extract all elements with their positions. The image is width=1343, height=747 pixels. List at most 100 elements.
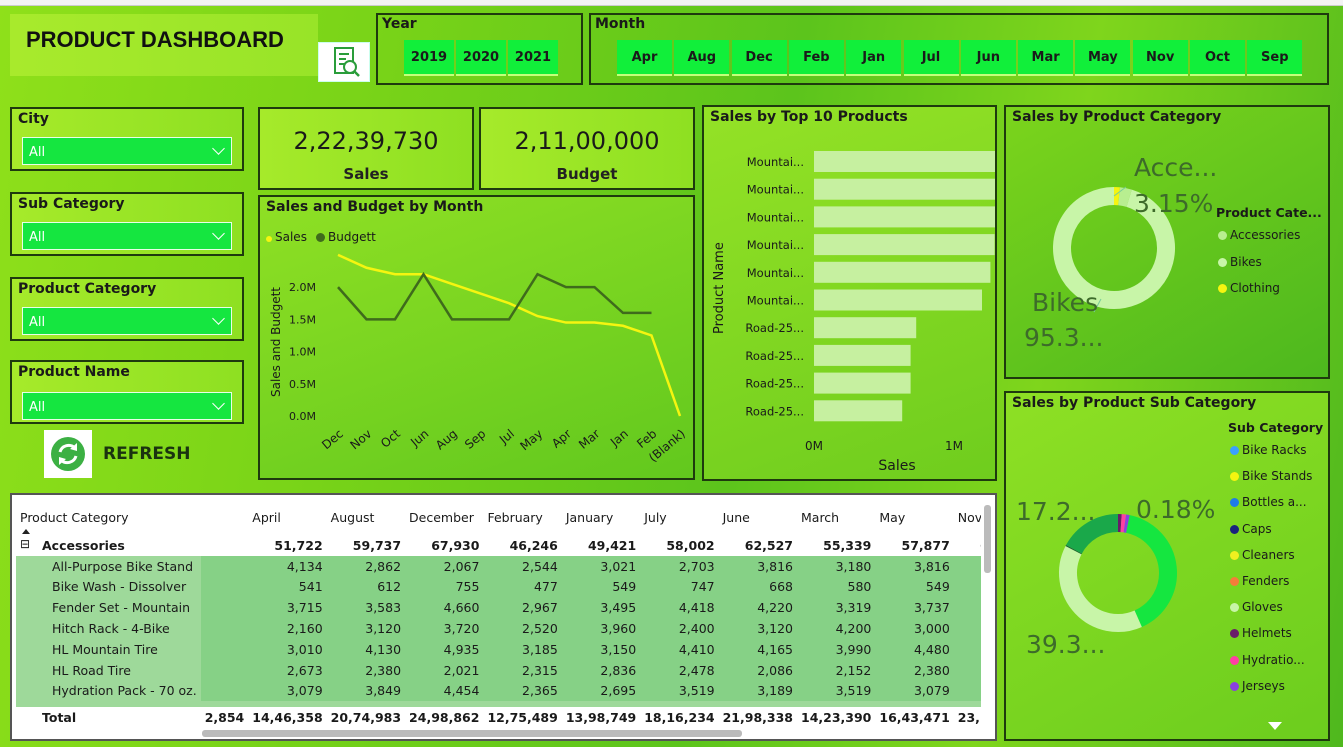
subcategory-dropdown[interactable]: All: [22, 222, 232, 250]
matrix-horizontal-scrollbar[interactable]: [202, 730, 742, 737]
matrix-cell: 2,086: [718, 659, 797, 681]
legend-accessories-label: Accessories: [1230, 228, 1301, 242]
leader-line: [1113, 186, 1127, 197]
clothing-legend-dot: [1218, 284, 1227, 293]
sales-kpi-value: 2,22,39,730: [293, 127, 439, 155]
donut-slice[interactable]: [1117, 187, 1132, 207]
legend-item-subcategory[interactable]: Fenders: [1230, 574, 1289, 588]
legend-item-subcategory[interactable]: Bottles a...: [1230, 495, 1307, 509]
matrix-cell: 51,722: [248, 535, 327, 556]
matrix-cell: 16,43,471: [875, 707, 954, 729]
matrix-column-header[interactable]: August: [330, 509, 375, 525]
bar[interactable]: [814, 317, 917, 339]
collapse-icon[interactable]: ⊟: [20, 537, 31, 551]
legend-dot: [1230, 681, 1239, 691]
chevron-down-icon: [212, 397, 225, 410]
matrix-column-header[interactable]: January: [565, 509, 614, 525]
bar[interactable]: [814, 178, 995, 200]
donut-slice[interactable]: [1053, 187, 1175, 309]
legend-scroll-down-icon[interactable]: [1268, 722, 1282, 730]
month-button-oct[interactable]: Oct: [1190, 40, 1245, 76]
legend-accessories[interactable]: Accessories: [1218, 228, 1300, 242]
legend-item-subcategory[interactable]: Bike Stands: [1230, 469, 1312, 483]
matrix-cell: 541: [248, 576, 327, 598]
month-button-sep[interactable]: Sep: [1247, 40, 1303, 76]
matrix-cell: 7: [953, 576, 981, 598]
legend-clothing[interactable]: Clothing: [1218, 281, 1280, 295]
year-2021-button[interactable]: 2021: [508, 40, 558, 76]
bar[interactable]: [814, 151, 995, 172]
matrix-cell: 4,130: [326, 638, 406, 660]
matrix-row-header[interactable]: Product Category: [16, 499, 201, 535]
month-button-apr[interactable]: Apr: [617, 40, 672, 76]
matrix-detail-row: Hydration Pack - 70 oz. 3,079 3,849 4,454 2,…: [16, 680, 981, 702]
legend-item-subcategory[interactable]: Gloves: [1230, 600, 1283, 614]
matrix-cell: 2,400: [640, 618, 719, 639]
matrix-row-label-text: HL Mountain Tire: [52, 641, 158, 657]
line-chart-title: Sales and Budget by Month: [266, 199, 484, 215]
matrix-cell: 3,6: [953, 555, 981, 577]
month-button-jan[interactable]: Jan: [846, 40, 902, 76]
bar[interactable]: [814, 289, 982, 311]
legend-item-subcategory[interactable]: Cleaners: [1230, 548, 1295, 562]
bar[interactable]: [814, 261, 991, 283]
legend-item-subcategory[interactable]: Caps: [1230, 522, 1272, 536]
product-category-dropdown[interactable]: All: [22, 307, 232, 335]
matrix-cell: 3,021: [561, 555, 641, 577]
matrix-cell: 2,836: [561, 659, 641, 681]
matrix-column-header[interactable]: July: [644, 509, 667, 525]
legend-bikes[interactable]: Bikes: [1218, 255, 1262, 269]
donut-slice[interactable]: [1066, 514, 1119, 554]
year-slicer: Year 2019 2020 2021: [376, 13, 583, 85]
x-tick-label: May: [517, 427, 545, 454]
product-name-dropdown[interactable]: All: [22, 392, 232, 420]
month-button-nov[interactable]: Nov: [1132, 40, 1188, 76]
month-button-may[interactable]: May: [1075, 40, 1131, 76]
matrix-column-header[interactable]: June: [722, 509, 750, 525]
matrix-vertical-scrollbar[interactable]: [984, 505, 991, 573]
x-tick-label: 0M: [805, 439, 823, 453]
sales-kpi-label: Sales: [343, 165, 389, 183]
bar[interactable]: [814, 206, 995, 228]
matrix-detail-row: Fender Set - Mountain 3,715 3,583 4,660 2,96…: [16, 597, 981, 619]
matrix-column-header[interactable]: December: [409, 509, 474, 525]
matrix-column-header[interactable]: February: [487, 509, 543, 525]
product-name-filter-label: Product Name: [18, 364, 130, 380]
bar[interactable]: [814, 372, 911, 394]
legend-item-subcategory[interactable]: Hydratio...: [1230, 653, 1305, 667]
year-2019-button[interactable]: 2019: [404, 40, 454, 76]
matrix-row-label: Total: [16, 707, 201, 729]
line-chart-plot: 0.0M 0.5M 1.0M 1.5M 2.0M Sales and Budgett Dec…: [269, 253, 688, 465]
month-button-dec[interactable]: Dec: [731, 40, 787, 76]
matrix-detail-row: HL Mountain Tire 3,010 4,130 4,935 3,185 3,15…: [16, 638, 981, 660]
year-2020-button[interactable]: 2020: [456, 40, 506, 76]
city-dropdown[interactable]: All: [22, 137, 232, 165]
donut-slice[interactable]: [1123, 514, 1130, 533]
legend-item-subcategory[interactable]: Jerseys: [1230, 679, 1285, 693]
refresh-button[interactable]: REFRESH: [44, 430, 204, 478]
matrix-column-header[interactable]: May: [879, 509, 906, 525]
legend-item-subcategory[interactable]: Bike Racks: [1230, 443, 1307, 457]
matrix-header-row: Product Category April August December Febr…: [16, 499, 981, 535]
matrix-column-header[interactable]: April: [252, 509, 281, 525]
legend-label: Hydratio...: [1242, 652, 1305, 667]
bar[interactable]: [814, 400, 903, 422]
matrix-column-header[interactable]: Novemb: [957, 509, 981, 525]
month-button-mar[interactable]: Mar: [1018, 40, 1074, 76]
donut-slice[interactable]: [1125, 515, 1177, 627]
month-button-jul[interactable]: Jul: [903, 40, 959, 76]
bar[interactable]: [814, 234, 995, 256]
month-button-jun[interactable]: Jun: [960, 40, 1016, 76]
matrix-row-label: Bike Wash - Dissolver: [16, 576, 201, 598]
matrix-cell: 2,967: [483, 597, 562, 619]
matrix-column-header[interactable]: March: [801, 509, 840, 525]
matrix-row-label: HL Road Tire: [16, 659, 201, 681]
month-button-aug[interactable]: Aug: [674, 40, 730, 76]
bar[interactable]: [814, 344, 911, 366]
month-button-feb[interactable]: Feb: [788, 40, 844, 76]
matrix-column-header[interactable]: [201, 499, 249, 535]
legend-item-subcategory[interactable]: Helmets: [1230, 626, 1292, 640]
matrix-group-row: ⊟ Accessories 51,722 59,737 67,930 46,246 49,4…: [16, 535, 981, 556]
bar-chart-title: Sales by Top 10 Products: [710, 109, 908, 125]
donut-slice[interactable]: [1059, 546, 1142, 632]
